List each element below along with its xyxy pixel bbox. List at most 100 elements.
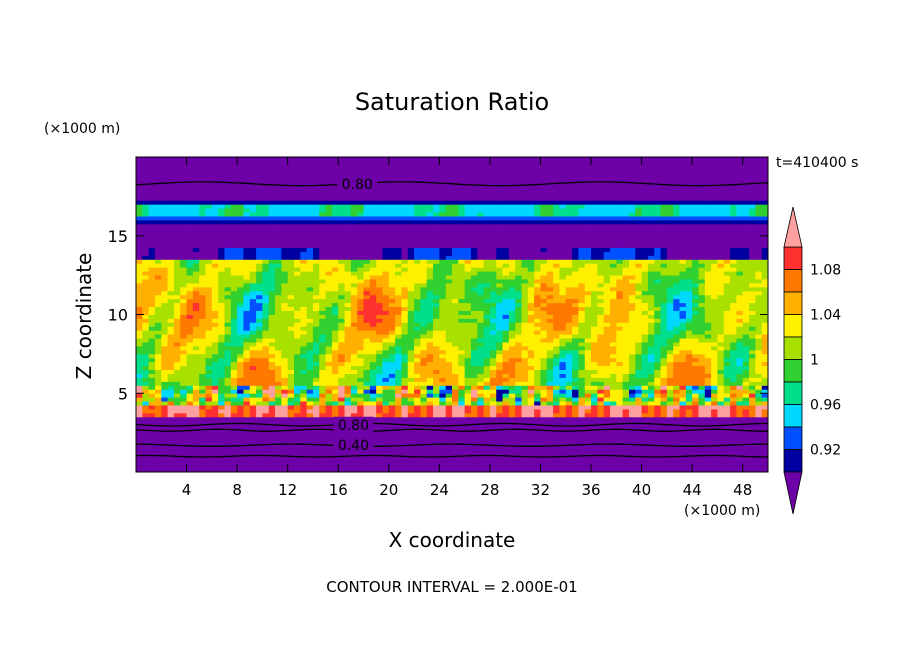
field-cell <box>508 361 516 367</box>
field-cell <box>136 428 143 434</box>
field-cell <box>180 275 187 280</box>
field-cell <box>275 322 282 327</box>
field-cell <box>742 310 750 315</box>
field-cell <box>420 369 428 374</box>
field-cell <box>584 318 592 323</box>
field-cell <box>325 306 333 311</box>
field-cell <box>256 279 263 284</box>
field-cell <box>749 420 756 426</box>
field-cell <box>344 338 352 343</box>
field-cell <box>749 353 756 359</box>
field-cell <box>483 294 491 300</box>
field-cell <box>395 275 402 280</box>
field-cell <box>736 456 744 461</box>
field-cell <box>622 389 630 394</box>
field-cell <box>711 283 718 288</box>
field-cell <box>736 326 744 331</box>
field-cell <box>540 420 548 426</box>
field-cell <box>546 279 554 284</box>
field-cell <box>199 373 206 378</box>
field-cell <box>439 393 447 398</box>
field-cell <box>496 464 503 469</box>
field-cell <box>312 405 320 410</box>
field-cell <box>300 428 308 434</box>
field-cell <box>268 416 276 422</box>
field-cell <box>622 326 630 331</box>
saturation-field <box>136 157 769 473</box>
field-cell <box>616 381 624 386</box>
field-cell <box>610 440 617 445</box>
field-cell <box>420 298 428 304</box>
field-cell <box>559 330 567 335</box>
field-cell <box>458 318 466 323</box>
field-cell <box>148 349 156 355</box>
field-cell <box>641 452 649 457</box>
field-cell <box>161 385 168 390</box>
field-cell <box>275 385 282 390</box>
field-cell <box>704 424 712 430</box>
field-cell <box>275 286 282 292</box>
field-cell <box>388 338 396 343</box>
field-cell <box>180 342 187 347</box>
field-cell <box>268 440 276 445</box>
field-cell <box>395 342 402 347</box>
field-cell <box>376 279 383 284</box>
field-cell <box>237 330 244 335</box>
field-cell <box>306 353 314 359</box>
field-cell <box>527 389 535 394</box>
field-cell <box>357 286 364 292</box>
field-cell <box>477 314 484 319</box>
field-cell <box>761 342 769 347</box>
field-cell <box>477 338 484 343</box>
field-cell <box>186 369 194 374</box>
field-cell <box>635 436 642 441</box>
field-cell <box>230 452 238 457</box>
field-cell <box>553 436 560 441</box>
field-cell <box>742 314 750 319</box>
field-cell <box>527 314 535 319</box>
field-cell <box>199 338 206 343</box>
field-cell <box>470 294 478 300</box>
field-cell <box>660 357 668 363</box>
field-cell <box>584 306 592 311</box>
field-cell <box>205 464 213 469</box>
field-cell <box>749 306 756 311</box>
field-cell <box>730 338 737 343</box>
field-cell <box>761 349 769 355</box>
field-cell <box>458 330 466 335</box>
field-cell <box>148 405 156 410</box>
field-cell <box>470 468 478 473</box>
field-cell <box>281 420 289 426</box>
field-cell <box>136 275 143 280</box>
field-cell <box>597 389 605 394</box>
field-cell <box>281 424 289 430</box>
field-cell <box>218 314 225 319</box>
field-cell <box>597 373 605 378</box>
field-cell <box>173 420 181 426</box>
field-cell <box>407 412 415 418</box>
field-cell <box>439 306 447 311</box>
field-cell <box>622 385 630 390</box>
field-cell <box>502 428 510 434</box>
field-cell <box>161 298 168 304</box>
field-cell <box>704 428 712 434</box>
field-cell <box>382 448 390 453</box>
field-cell <box>572 283 579 288</box>
field-cell <box>749 412 756 418</box>
field-cell <box>420 314 428 319</box>
field-cell <box>401 377 409 382</box>
field-cell <box>610 298 617 304</box>
field-cell <box>591 468 598 473</box>
field-cell <box>369 310 377 315</box>
field-cell <box>167 405 175 410</box>
field-cell <box>312 290 320 296</box>
field-cell <box>338 393 345 398</box>
field-cell <box>458 349 466 355</box>
field-cell <box>142 468 150 473</box>
field-cell <box>521 393 529 398</box>
field-cell <box>761 283 769 288</box>
field-cell <box>452 440 459 445</box>
field-cell <box>357 353 364 359</box>
field-cell <box>275 448 282 453</box>
field-cell <box>142 334 150 339</box>
